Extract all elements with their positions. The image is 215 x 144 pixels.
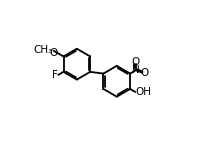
Text: O: O (140, 68, 149, 78)
Text: N: N (132, 65, 140, 75)
Text: CH₃: CH₃ (34, 45, 53, 55)
Text: O: O (132, 56, 140, 67)
Text: F: F (52, 70, 57, 80)
Text: O: O (49, 48, 58, 58)
Text: OH: OH (136, 87, 152, 97)
